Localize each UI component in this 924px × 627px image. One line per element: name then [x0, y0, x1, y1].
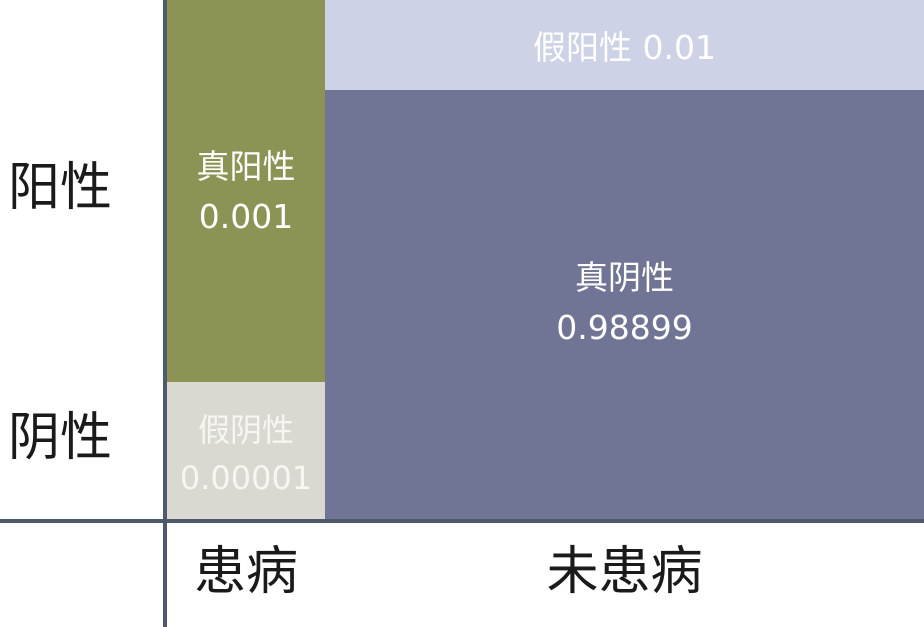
- true-positive-cell: 真阳性 0.001: [167, 0, 325, 382]
- false-positive-label: 假阳性: [533, 28, 632, 67]
- true-negative-value: 0.98899: [556, 307, 693, 347]
- row-label-positive: 阳性: [8, 158, 113, 218]
- true-negative-label: 真阴性: [575, 257, 674, 297]
- column-label-ill: 患病: [193, 542, 298, 602]
- vertical-axis-line: [163, 0, 167, 627]
- true-positive-value: 0.001: [198, 197, 294, 236]
- true-negative-cell: 真阴性 0.98899: [325, 90, 924, 519]
- column-label-healthy: 未患病: [546, 542, 703, 602]
- horizontal-axis-line: [0, 519, 924, 523]
- false-negative-label: 假阴性: [197, 410, 294, 449]
- false-positive-value: 0.01: [642, 28, 716, 67]
- false-positive-cell: 假阳性 0.01: [325, 0, 924, 90]
- false-positive-text: 假阳性 0.01: [533, 21, 716, 69]
- row-label-negative: 阴性: [8, 408, 113, 468]
- false-negative-value: 0.00001: [179, 458, 313, 497]
- false-negative-cell: 假阴性 0.00001: [167, 382, 325, 519]
- true-positive-label: 真阳性: [196, 147, 296, 186]
